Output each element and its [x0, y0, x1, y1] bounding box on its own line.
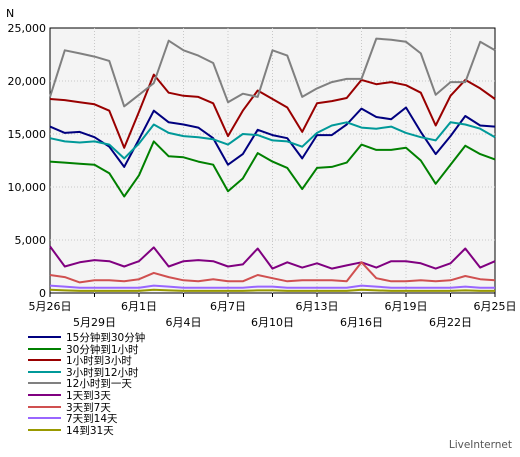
series-line: [49, 284, 495, 289]
legend-item: 15分钟到30分钟: [28, 332, 146, 345]
x-tick-label: 6月19日: [385, 300, 428, 313]
legend-item: 3天到7天: [28, 401, 145, 415]
series-line: [49, 73, 496, 149]
legend-label: 12小时到一天: [66, 378, 132, 391]
legend-label: 1天到3天: [66, 389, 111, 402]
x-tick-label: 6月4日: [166, 316, 202, 329]
legend-label: 3小时到12小时: [66, 366, 139, 379]
brand-label: LiveInternet: [448, 439, 512, 451]
legend-label: 3天到7天: [66, 401, 111, 414]
y-axis-label: N: [6, 7, 14, 20]
legend-label: 15分钟到30分钟: [66, 332, 146, 344]
legend-item: 12小时到一天: [28, 379, 145, 391]
legend-item: 30分钟到1小时: [28, 343, 145, 357]
legend-item: 14到31天: [28, 424, 145, 438]
legend-label: 14到31天: [66, 424, 114, 437]
legend: 15分钟到30分钟 30分钟到1小时 1小时到3小时 3小时到12小时 12小时…: [28, 332, 146, 438]
legend-item: 7天到14天: [28, 413, 145, 426]
x-tick-label: 6月1日: [121, 300, 157, 313]
x-tick-label: 6月25日: [474, 300, 517, 313]
y-tick-label: 25,000: [8, 22, 47, 35]
legend-swatch: [28, 417, 61, 420]
x-tick-label: 5月29日: [73, 316, 116, 329]
y-tick-label: 0: [39, 287, 46, 300]
legend-swatch: [28, 382, 61, 385]
y-axis-ticks: 0 5,000 10,000 15,000 20,000 25,000: [8, 22, 47, 300]
series-line: [49, 288, 495, 292]
series-line: [49, 106, 496, 168]
legend-swatch: [28, 405, 61, 408]
x-tick-label: 6月10日: [251, 316, 294, 329]
legend-swatch: [28, 393, 61, 396]
legend-label: 7天到14天: [66, 413, 118, 426]
series-line: [49, 121, 496, 160]
series-line: [49, 261, 496, 284]
y-tick-label: 15,000: [8, 128, 47, 141]
y-tick-label: 20,000: [8, 75, 47, 88]
legend-swatch: [28, 359, 61, 362]
legend-item: 1小时到3小时: [28, 355, 145, 368]
gridlines: [50, 28, 495, 293]
y-tick-label: 10,000: [8, 181, 47, 194]
x-tick-label: 6月16日: [340, 316, 383, 329]
series-lines: [49, 37, 496, 292]
legend-label: 30分钟到1小时: [66, 343, 139, 356]
x-tick-label: 6月22日: [429, 316, 472, 329]
series-line: [49, 37, 496, 108]
x-tick-label: 5月26日: [29, 300, 72, 313]
legend-swatch: [28, 370, 61, 373]
y-tick-label: 5,000: [15, 234, 47, 247]
legend-label: 1小时到3小时: [66, 355, 132, 368]
series-line: [49, 245, 496, 270]
line-chart: N 0 5,000 10,000 15,000 20,000 25,000 5月26日5月…: [6, 7, 517, 329]
x-tick-label: 6月7日: [210, 300, 246, 313]
series-line: [49, 140, 496, 198]
legend-item: 1天到3天: [28, 389, 145, 403]
legend-item: 3小时到12小时: [28, 366, 145, 380]
legend-swatch: [28, 336, 61, 338]
legend-swatch: [28, 428, 61, 431]
x-tick-label: 6月13日: [296, 300, 339, 313]
legend-swatch: [28, 347, 61, 350]
